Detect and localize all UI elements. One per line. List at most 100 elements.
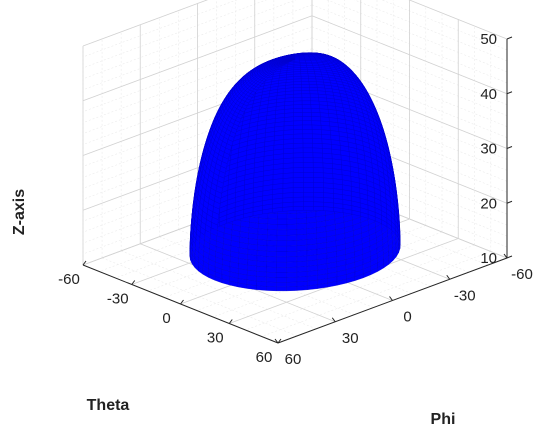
surface-cell xyxy=(293,133,304,140)
wall-grid-major xyxy=(82,0,209,47)
surface-cell xyxy=(286,223,298,231)
wall-grid-minor xyxy=(82,4,313,91)
surface-cell xyxy=(301,90,311,95)
surface-cell xyxy=(312,147,323,154)
surface-cell xyxy=(309,87,318,91)
phi-tick-mark xyxy=(389,296,393,301)
surface-cell xyxy=(312,133,322,140)
surface-cell xyxy=(292,162,304,169)
floor-grid-minor xyxy=(212,231,443,318)
surface-cell xyxy=(293,108,303,113)
surface-cell xyxy=(266,234,278,241)
z-tick-mark xyxy=(506,91,513,95)
surface-cell xyxy=(300,71,309,75)
theta-tick-mark xyxy=(131,280,136,285)
surface-cell xyxy=(293,84,302,88)
surface-cell xyxy=(266,271,277,278)
surface-cell xyxy=(276,282,287,288)
surface-cell xyxy=(313,167,324,174)
surface-cell xyxy=(306,65,314,68)
phi-tick-label: 60 xyxy=(285,351,302,368)
surface-cell xyxy=(276,229,288,236)
surface-cell xyxy=(303,172,314,178)
surface-cell xyxy=(276,256,287,263)
surface-cell xyxy=(282,197,294,204)
surface-cell xyxy=(310,97,320,102)
surface-cell xyxy=(296,285,308,291)
surface-cell xyxy=(266,266,277,273)
surface-cell xyxy=(266,256,277,263)
surface-cell xyxy=(257,239,268,246)
surface-cell xyxy=(303,196,314,202)
surface-cell xyxy=(300,67,308,70)
surface-cell xyxy=(286,256,298,263)
theta-tick-mark xyxy=(277,338,282,344)
surface-cell xyxy=(292,187,304,193)
theta-tick-labels: -60 -30 0 30 60 xyxy=(58,271,272,366)
surface-cell xyxy=(257,244,268,252)
floor-grid-minor xyxy=(261,251,491,337)
wall-grid-major xyxy=(311,15,508,95)
surface-cell xyxy=(308,84,318,88)
surface-cell xyxy=(296,212,307,219)
surface-cell xyxy=(293,93,303,98)
surface-cell xyxy=(277,213,288,220)
surface-cell xyxy=(307,73,316,77)
surface-cell xyxy=(322,148,333,155)
surface-cell xyxy=(276,262,287,268)
surface-cell xyxy=(301,84,310,88)
surface-cell xyxy=(302,143,313,149)
z-tick-label: 10 xyxy=(480,250,497,267)
surface-cell xyxy=(286,251,298,258)
surface-cell xyxy=(292,201,304,207)
phi-tick-mark xyxy=(331,317,336,323)
phi-tick-mark xyxy=(503,253,508,259)
wall-grid-minor xyxy=(82,37,313,123)
surface-cell xyxy=(309,93,319,98)
surface-cell xyxy=(311,129,322,135)
surface-cell xyxy=(296,276,308,283)
surface-cell xyxy=(276,245,287,252)
surface-cell xyxy=(293,90,302,95)
surface-cell xyxy=(266,281,277,288)
surface-cell xyxy=(296,228,307,236)
surface-cell xyxy=(301,97,311,102)
surface-cell xyxy=(296,239,308,246)
surface-cell xyxy=(323,206,334,212)
surface-cell xyxy=(292,182,304,188)
surface-cell xyxy=(286,266,298,273)
surface-cell xyxy=(311,116,321,122)
surface-cell xyxy=(256,285,267,291)
surface-cell xyxy=(301,100,311,105)
surface-cell xyxy=(307,75,317,80)
surface-cell xyxy=(302,108,312,113)
surface-cell xyxy=(283,134,294,140)
surface-cell xyxy=(286,213,297,220)
z-axis-label: Z-axis xyxy=(11,189,28,235)
surface-cell xyxy=(302,157,314,163)
surface-cell xyxy=(286,271,298,278)
surface-cell xyxy=(321,143,332,150)
surface-cell xyxy=(303,192,314,198)
surface-cell xyxy=(292,192,304,198)
surface-cell xyxy=(312,157,324,164)
surface-cell xyxy=(304,59,312,61)
wall-grid-major xyxy=(82,15,313,102)
phi-axis-label: Phi xyxy=(431,411,456,428)
surface-cell xyxy=(301,93,311,98)
surface-cell xyxy=(286,218,297,225)
surface-cell xyxy=(276,240,288,247)
surface-cell xyxy=(266,250,277,258)
surface-cell xyxy=(256,255,267,262)
wall-grid-major xyxy=(408,0,508,40)
surface-cell xyxy=(303,182,314,188)
z-tick-mark xyxy=(506,146,513,149)
surface-cell xyxy=(308,78,317,82)
theta-tick-mark xyxy=(180,299,184,305)
surface-cell xyxy=(292,167,304,173)
surface-cell xyxy=(282,172,294,179)
surface-cell xyxy=(283,143,294,150)
surface-cell xyxy=(266,286,277,292)
